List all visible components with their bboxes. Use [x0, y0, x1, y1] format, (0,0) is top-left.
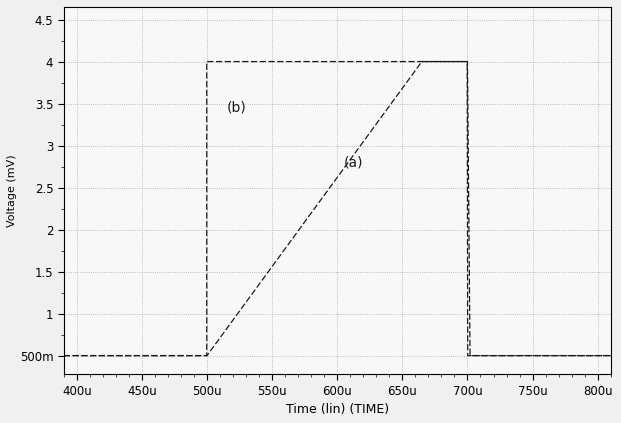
Y-axis label: Voltage (mV): Voltage (mV): [7, 154, 17, 227]
Text: (b): (b): [227, 101, 247, 115]
X-axis label: Time (lin) (TIME): Time (lin) (TIME): [286, 403, 389, 416]
Text: (a): (a): [344, 156, 363, 170]
